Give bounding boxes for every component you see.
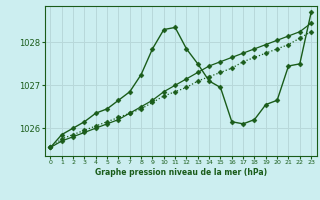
X-axis label: Graphe pression niveau de la mer (hPa): Graphe pression niveau de la mer (hPa) — [95, 168, 267, 177]
